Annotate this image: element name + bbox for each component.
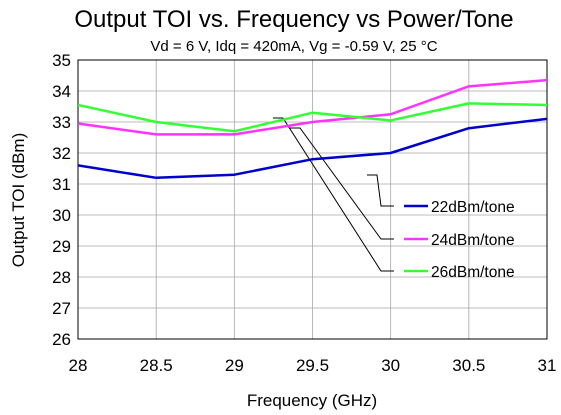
x-axis-ticks: 28 28.5 29 29.5 30 30.5 31 (69, 356, 557, 375)
y-tick-label: 30 (52, 206, 71, 225)
y-tick-label: 35 (52, 51, 71, 70)
y-tick-label: 27 (52, 299, 71, 318)
x-tick-label: 28.5 (140, 356, 173, 375)
series-line (77, 102, 548, 133)
legend-label: 22dBm/tone (431, 199, 515, 216)
x-tick-label: 28 (69, 356, 88, 375)
legend-leader-line (367, 174, 394, 207)
x-axis-label: Frequency (GHz) (247, 391, 377, 410)
plot-area-frame (77, 59, 548, 340)
series-line (77, 78, 548, 136)
legend-label: 24dBm/tone (431, 232, 515, 249)
y-tick-label: 28 (52, 268, 71, 287)
y-tick-label: 34 (52, 82, 71, 101)
series-line (77, 117, 548, 180)
x-tick-label: 31 (538, 356, 557, 375)
y-tick-label: 29 (52, 237, 71, 256)
y-tick-label: 33 (52, 113, 71, 132)
chart-title: Output TOI vs. Frequency vs Power/Tone (74, 6, 513, 33)
chart-subtitle: Vd = 6 V, Idq = 420mA, Vg = -0.59 V, 25 … (150, 38, 437, 55)
y-axis-label: Output TOI (dBm) (9, 133, 28, 267)
x-tick-label: 30.5 (452, 356, 485, 375)
legend: 22dBm/tone 24dBm/tone 26dBm/tone (404, 199, 515, 281)
legend-leader-line (290, 127, 394, 240)
legend-label: 26dBm/tone (431, 264, 515, 281)
y-tick-label: 31 (52, 175, 71, 194)
x-tick-label: 29 (225, 356, 244, 375)
y-tick-label: 26 (52, 330, 71, 349)
y-tick-label: 32 (52, 144, 71, 163)
legend-leader-line (273, 117, 394, 272)
x-tick-label: 30 (381, 356, 400, 375)
x-tick-label: 29.5 (296, 356, 329, 375)
legend-leader-lines (273, 117, 394, 272)
y-axis-ticks: 26 27 28 29 30 31 32 33 34 35 (52, 51, 71, 349)
data-series (77, 78, 548, 180)
